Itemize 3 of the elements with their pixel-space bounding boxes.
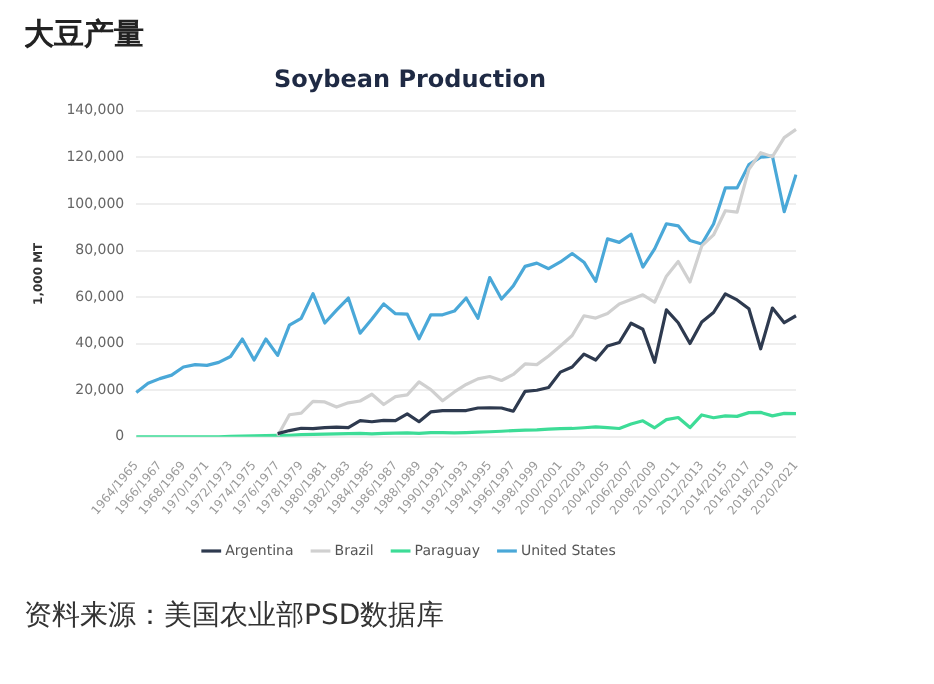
chart-title: 大豆产量 (24, 16, 146, 54)
text: 资料来源：美国农业部PSD数据库 (24, 598, 447, 634)
chart-subtitle: Soybean Production (273, 64, 547, 93)
